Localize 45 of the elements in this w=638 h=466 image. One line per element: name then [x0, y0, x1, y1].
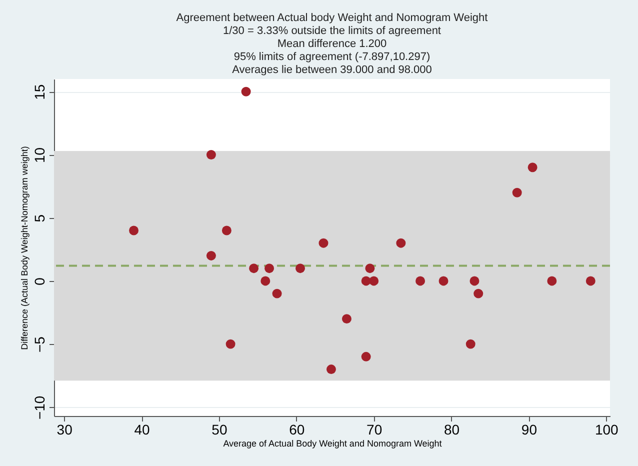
point [365, 264, 375, 274]
point [416, 276, 426, 286]
point [318, 238, 328, 248]
point [342, 314, 352, 324]
x-axis-title: Average of Actual Body Weight and Nomogram Weight [223, 438, 442, 448]
point [396, 238, 406, 248]
y-tick-label: 10 [32, 147, 48, 164]
x-tick-label: 100 [594, 422, 619, 438]
x-tick-label: 80 [444, 422, 460, 438]
point [264, 264, 274, 274]
point [361, 352, 371, 362]
point [326, 364, 336, 374]
point [241, 86, 251, 96]
x-tick-label: 70 [366, 422, 382, 438]
x-tick-label: 30 [56, 422, 73, 438]
point [249, 264, 259, 274]
point [206, 150, 216, 160]
point [206, 250, 216, 260]
point [272, 288, 282, 298]
x-tick-label: 40 [134, 422, 150, 438]
x-tick-label: 90 [521, 422, 538, 438]
y-axis-title: Difference (Actual Body Weight-Nomogram weight) [20, 146, 30, 350]
chart-title: Agreement between Actual body Weight and Nomogram Weight [176, 12, 488, 24]
point [474, 288, 484, 298]
point [466, 339, 476, 349]
x-tick-label: 50 [212, 422, 228, 438]
point [129, 226, 139, 236]
y-tick-label: 15 [32, 84, 48, 100]
point [512, 188, 522, 198]
point [438, 276, 448, 286]
x-tick-label: 60 [289, 422, 305, 438]
y-tick-label: −10 [32, 396, 48, 420]
point [528, 162, 538, 172]
y-tick-label: 0 [32, 277, 48, 286]
y-tick-label: −5 [32, 336, 48, 353]
point [296, 264, 305, 274]
point [369, 276, 379, 286]
y-tick-label: 5 [32, 214, 48, 222]
chart-subtitle: 1/30 = 3.33% outside the limits of agreement Mean difference 1.200 95% limits of agreement (-7.897,10.297) Averages lie between 39.000 and 98.000 [223, 25, 441, 76]
point [226, 339, 236, 349]
point [470, 276, 480, 286]
point [586, 276, 596, 286]
point [260, 276, 270, 286]
point [547, 276, 557, 286]
point [222, 226, 232, 236]
